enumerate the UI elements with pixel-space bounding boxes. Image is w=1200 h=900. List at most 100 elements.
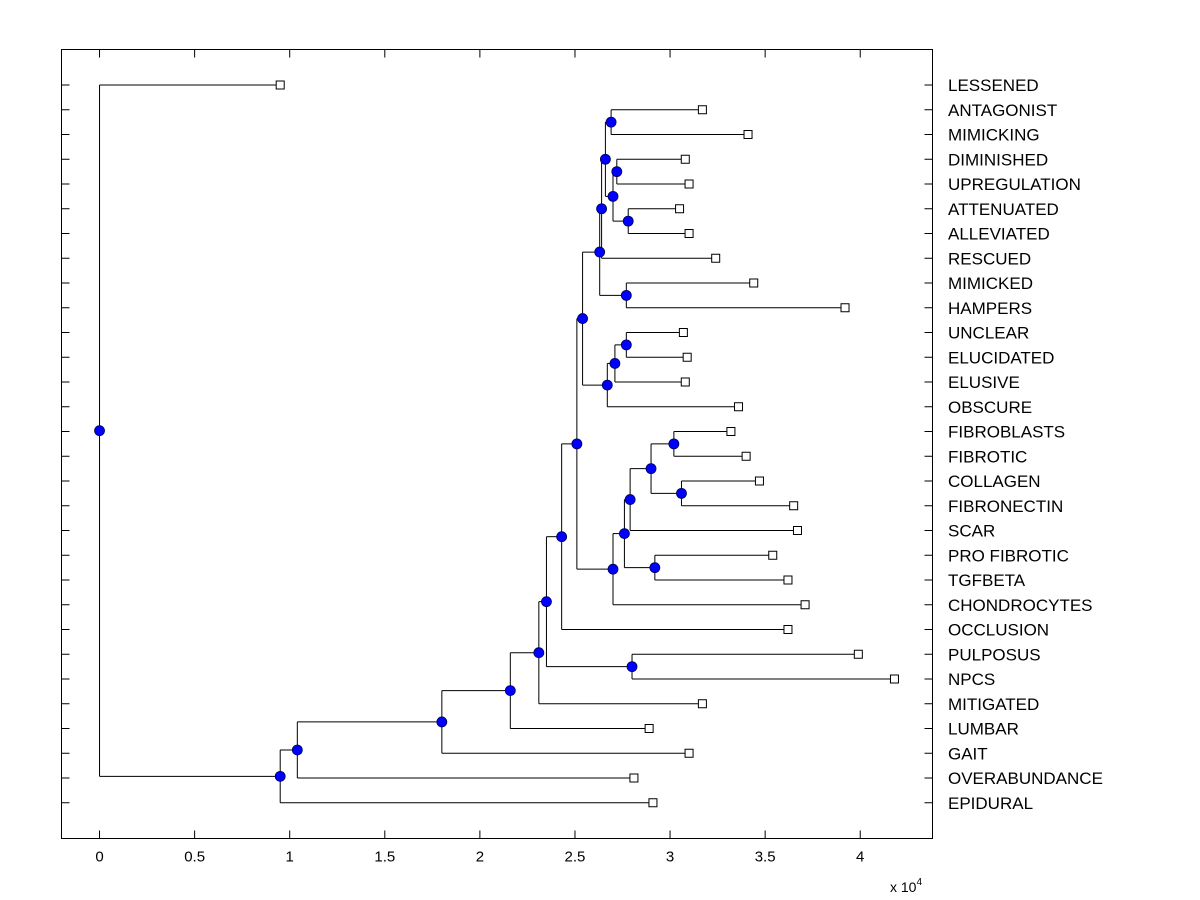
leaf-label-elucidated: ELUCIDATED xyxy=(948,348,1054,367)
merge-node-n14 xyxy=(676,487,687,499)
leaf-marker-tgfbeta xyxy=(783,575,793,585)
merge-node-n2 xyxy=(611,166,623,178)
leaf-marker-elucidated xyxy=(682,352,692,362)
merge-nodes xyxy=(94,116,687,782)
leaf-label-chondrocytes: CHONDROCYTES xyxy=(948,596,1093,615)
merge-node-n22 xyxy=(626,661,638,673)
merge-node-n27 xyxy=(291,744,303,756)
leaf-marker-chondrocytes xyxy=(800,600,810,610)
merge-node-n17 xyxy=(649,562,661,574)
leaf-label-mimicking: MIMICKING xyxy=(948,126,1040,145)
leaf-marker-scar xyxy=(792,526,802,535)
x-tick-label-8: 4 xyxy=(856,849,864,866)
leaf-label-fibroblasts: FIBROBLASTS xyxy=(948,423,1065,442)
leaf-marker-unclear xyxy=(678,328,688,337)
y-tick-marks xyxy=(61,84,933,804)
leaf-marker-pulposus xyxy=(853,649,863,659)
merge-node-n6 xyxy=(596,203,607,215)
leaf-marker-mimicked xyxy=(749,278,759,288)
merge-node-n9 xyxy=(620,339,632,351)
merge-node-n21 xyxy=(556,531,568,543)
x-axis: 0 0.5 1 1.5 2 2.5 3 3.5 4 xyxy=(95,49,864,866)
leaf-marker-elusive xyxy=(680,377,690,387)
leaf-marker-mimicking xyxy=(743,130,753,139)
dendrogram-links xyxy=(99,84,895,804)
merge-node-n23 xyxy=(541,596,552,608)
leaf-label-tgfbeta: TGFBETA xyxy=(948,571,1026,590)
merge-node-n16 xyxy=(624,494,636,505)
leaf-marker-npcs xyxy=(889,674,899,684)
x-tick-label-1: 0.5 xyxy=(184,849,205,866)
x-tick-label-0: 0 xyxy=(95,849,103,866)
leaf-marker-lumbar xyxy=(644,724,654,733)
leaf-label-antagonist: ANTAGONIST xyxy=(948,101,1057,120)
leaf-labels: LESSENED ANTAGONIST MIMICKING DIMINISHED UPR… xyxy=(948,76,1103,813)
leaf-label-attenuated: ATTENUATED xyxy=(948,200,1059,219)
x-tick-label-6: 3 xyxy=(666,849,674,866)
plot-area-frame xyxy=(61,49,933,839)
leaf-label-lumbar: LUMBAR xyxy=(948,720,1019,739)
leaf-label-upregulation: UPREGULATION xyxy=(948,175,1081,194)
merge-node-n1 xyxy=(605,116,617,128)
leaf-label-lessened: LESSENED xyxy=(948,76,1039,95)
merge-node-n10 xyxy=(609,358,621,369)
merge-node-n19 xyxy=(607,563,619,575)
leaf-label-npcs: NPCS xyxy=(948,670,995,689)
leaf-label-gait: GAIT xyxy=(948,744,988,763)
merge-node-n20 xyxy=(571,438,583,450)
merge-node-n25 xyxy=(504,685,516,697)
leaf-marker-alleviated xyxy=(684,229,694,238)
leaf-label-elusive: ELUSIVE xyxy=(948,373,1020,392)
leaf-label-mimicked: MIMICKED xyxy=(948,274,1033,293)
leaf-marker-gait xyxy=(684,748,694,758)
x-tick-label-2: 1 xyxy=(286,849,294,866)
leaf-marker-rescued xyxy=(711,253,721,263)
leaf-label-mitigated: MITIGATED xyxy=(948,695,1039,714)
leaf-label-obscure: OBSCURE xyxy=(948,398,1032,417)
leaf-marker-antagonist xyxy=(697,105,707,115)
merge-node-n15 xyxy=(645,463,657,475)
leaf-label-epidural: EPIDURAL xyxy=(948,794,1033,813)
merge-node-n18 xyxy=(619,528,630,539)
leaf-label-collagen: COLLAGEN xyxy=(948,472,1041,491)
merge-node-n13 xyxy=(668,438,680,450)
x-tick-label-3: 1.5 xyxy=(374,849,395,866)
leaf-marker-fibronectin xyxy=(789,501,799,511)
leaf-label-fibrotic: FIBROTIC xyxy=(948,447,1027,466)
leaf-marker-occlusion xyxy=(783,625,793,634)
leaf-marker-collagen xyxy=(754,476,764,486)
leaf-marker-fibrotic xyxy=(741,451,751,461)
leaf-marker-upregulation xyxy=(684,179,694,189)
leaf-label-diminished: DIMINISHED xyxy=(948,150,1048,169)
merge-node-root xyxy=(94,425,105,437)
merge-node-n8 xyxy=(594,246,606,258)
leaf-label-scar: SCAR xyxy=(948,522,995,541)
leaf-label-overabundance: OVERABUNDANCE xyxy=(948,769,1103,788)
leaf-label-pulposus: PULPOSUS xyxy=(948,645,1041,664)
x-tick-label-4: 2 xyxy=(476,849,484,866)
leaf-marker-epidural xyxy=(648,798,658,808)
leaf-marker-fibroblasts xyxy=(726,427,736,436)
leaf-marker-pro-fibrotic xyxy=(768,550,778,560)
x-tick-label-7: 3.5 xyxy=(755,849,776,866)
leaf-label-occlusion: OCCLUSION xyxy=(948,621,1049,640)
leaf-markers xyxy=(275,80,899,808)
leaf-label-unclear: UNCLEAR xyxy=(948,324,1029,343)
leaf-marker-obscure xyxy=(734,402,744,412)
leaf-label-rescued: RESCUED xyxy=(948,249,1031,268)
leaf-marker-hampers xyxy=(840,303,850,313)
merge-node-n24 xyxy=(533,647,545,659)
leaf-marker-mitigated xyxy=(697,699,707,709)
merge-node-n12 xyxy=(577,313,588,324)
leaf-label-fibronectin: FIBRONECTIN xyxy=(948,497,1063,516)
merge-node-n11 xyxy=(601,379,613,391)
leaf-label-hampers: HAMPERS xyxy=(948,299,1032,318)
merge-node-n26 xyxy=(436,716,448,728)
leaf-marker-lessened xyxy=(275,80,285,90)
leaf-marker-diminished xyxy=(680,154,690,164)
leaf-marker-attenuated xyxy=(675,204,685,214)
merge-node-n7 xyxy=(620,289,632,301)
leaf-marker-overabundance xyxy=(629,773,639,783)
x-tick-label-5: 2.5 xyxy=(565,849,586,866)
